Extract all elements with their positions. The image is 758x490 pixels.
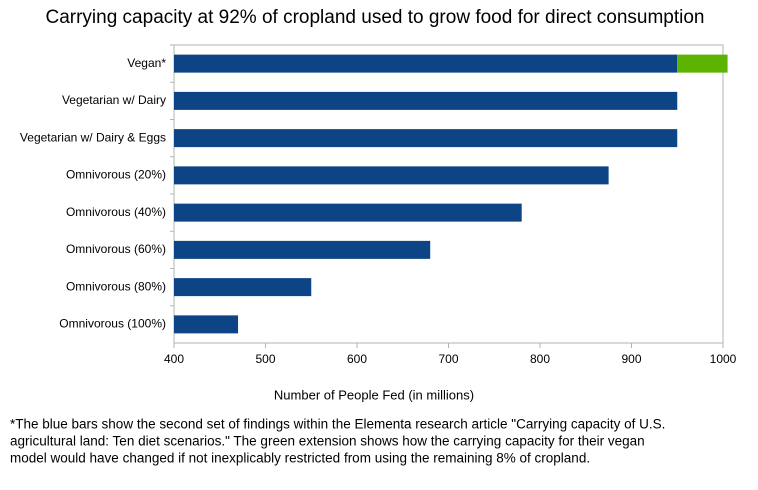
footnote-line: model would have changed if not inexplic… [10,451,590,466]
x-tick-label: 400 [164,352,184,366]
bar [677,54,728,73]
y-tick-label: Omnivorous (60%) [66,242,166,256]
bar [174,91,678,110]
x-tick-label: 800 [530,352,550,366]
y-tick-label: Omnivorous (20%) [66,168,166,182]
bar [174,240,431,259]
y-tick-label: Omnivorous (80%) [66,279,166,293]
x-tick-label: 700 [438,352,458,366]
plot-frame [173,44,724,344]
x-tick-label: 900 [621,352,641,366]
bar [174,203,522,222]
y-tick-label: Omnivorous (100%) [59,317,166,331]
x-axis-label: Number of People Fed (in millions) [274,387,474,402]
y-tick-label: Vegan* [127,56,166,70]
x-tick-label: 600 [347,352,367,366]
chart-title: Carrying capacity at 92% of cropland use… [45,7,704,28]
bar [174,129,678,148]
y-tick-label: Vegetarian w/ Dairy [62,93,166,107]
bar [174,278,312,297]
y-tick-label: Vegetarian w/ Dairy & Eggs [20,130,166,144]
footnote-line: *The blue bars show the second set of fi… [10,417,665,432]
x-tick-label: 1000 [710,352,737,366]
y-tick-label: Omnivorous (40%) [66,205,166,219]
footnote-line: agricultural land: Ten diet scenarios." … [10,434,645,449]
bar [174,315,239,334]
x-tick-label: 500 [255,352,275,366]
bar [174,54,678,73]
bar [174,166,609,185]
